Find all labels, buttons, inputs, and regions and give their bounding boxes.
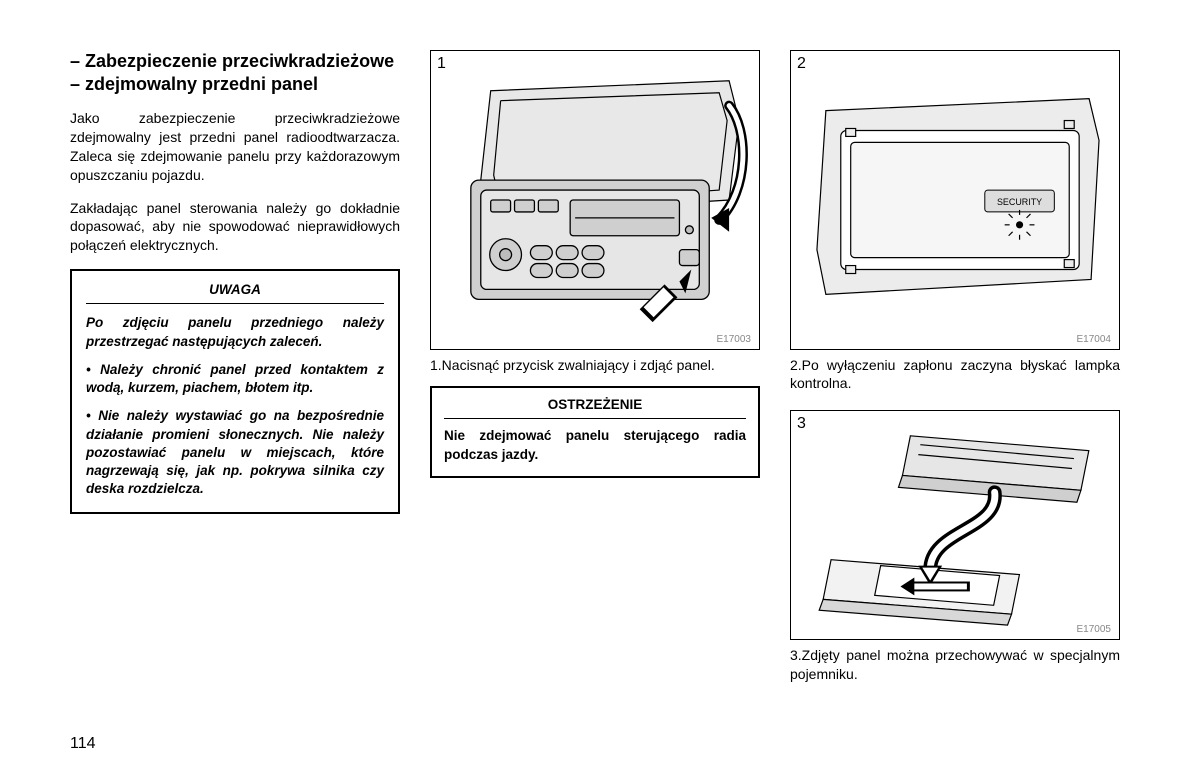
warning-text: Nie zdejmować panelu sterującego radia p… <box>444 427 746 463</box>
figure-1-code: E17003 <box>717 334 751 345</box>
figure-1-drawing <box>431 51 759 349</box>
notice-p3: • Nie należy wystawiać go na bezpośre­dn… <box>86 407 384 498</box>
figure-2-drawing: SECURITY <box>791 51 1119 349</box>
notice-rule <box>86 303 384 304</box>
intro-paragraph-2: Zakładając panel sterowania należy go do… <box>70 199 400 256</box>
figure-2-number: 2 <box>797 55 806 73</box>
warning-title: OSTRZEŻENIE <box>444 396 746 414</box>
section-title: – Zabezpieczenie przeciwkradzie­żowe – z… <box>70 50 400 95</box>
notice-p2: • Należy chronić panel przed kontaktem z… <box>86 361 384 397</box>
warning-box: OSTRZEŻENIE Nie zdejmować panelu sterują… <box>430 386 760 478</box>
figure-1: 1 E17003 <box>430 50 760 350</box>
notice-p1: Po zdjęciu panelu przedniego należy prze… <box>86 314 384 350</box>
figure-2-code: E17004 <box>1077 334 1111 345</box>
warning-rule <box>444 418 746 419</box>
figure-3: 3 E17005 <box>790 410 1120 640</box>
figure-2-caption: 2.Po wyłączeniu zapłonu zaczyna błyskać … <box>790 356 1120 392</box>
figure-3-code: E17005 <box>1077 624 1111 635</box>
column-right: 2 E17004 SECURITY <box>790 50 1120 683</box>
column-middle: 1 E17003 <box>430 50 760 683</box>
intro-paragraph-1: Jako zabezpieczenie przeciwkradzieżowe z… <box>70 109 400 185</box>
figure-3-caption: 3.Zdjęty panel można przechowywać w spe­… <box>790 646 1120 682</box>
figure-3-drawing <box>791 411 1119 639</box>
figure-1-number: 1 <box>437 55 446 73</box>
column-left: – Zabezpieczenie przeciwkradzie­żowe – z… <box>70 50 400 683</box>
notice-title: UWAGA <box>86 281 384 299</box>
figure-2: 2 E17004 SECURITY <box>790 50 1120 350</box>
figure-3-number: 3 <box>797 415 806 433</box>
notice-box: UWAGA Po zdjęciu panelu przedniego należ… <box>70 269 400 514</box>
page-number: 114 <box>70 735 96 753</box>
svg-text:SECURITY: SECURITY <box>997 197 1042 207</box>
figure-1-caption: 1.Nacisnąć przycisk zwalniający i zdjąć … <box>430 356 760 374</box>
